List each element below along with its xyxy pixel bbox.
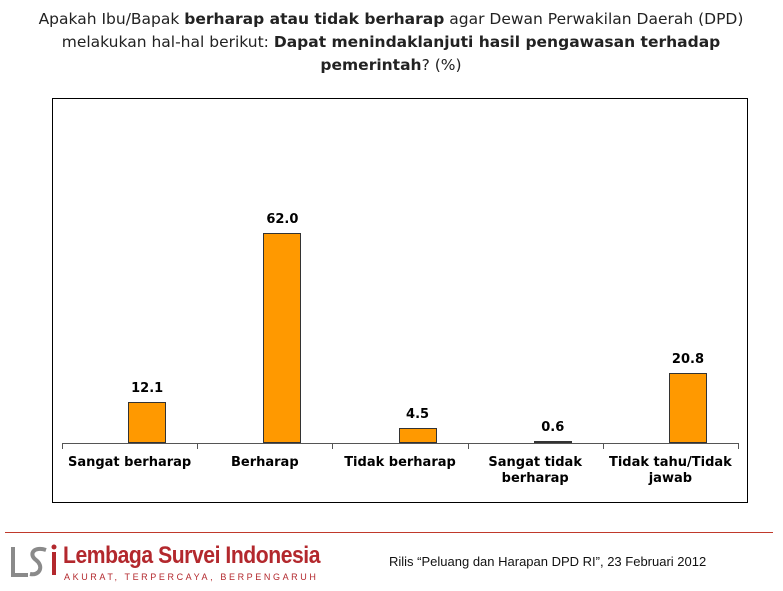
title-part: Dapat menindaklanjuti hasil pengawasan t… bbox=[273, 33, 721, 74]
logo-shape bbox=[51, 544, 57, 550]
x-tick bbox=[602, 443, 604, 449]
bar bbox=[263, 233, 302, 443]
x-tick bbox=[467, 443, 469, 449]
x-tick-label: Tidak berharap bbox=[344, 455, 456, 470]
x-tick-label: Tidak tahu/Tidak jawab bbox=[608, 455, 732, 486]
logo bbox=[11, 544, 57, 577]
tagline: AKURAT, TERPERCAYA, BERPENGARUH bbox=[64, 572, 319, 582]
organization: Lembaga Survei Indonesia bbox=[63, 542, 321, 569]
logo-shape bbox=[29, 547, 47, 577]
x-tick bbox=[62, 443, 63, 449]
value-label: 20.8 bbox=[671, 351, 704, 367]
title-part: agar Dewan Perwakilan Daerah (DPD) melak… bbox=[61, 10, 744, 51]
title-part: Apakah Ibu/Bapak bbox=[38, 10, 185, 28]
value-label: 0.6 bbox=[541, 419, 565, 435]
release-note: Rilis “Peluang dan Harapan DPD RI”, 23 F… bbox=[389, 554, 707, 569]
x-tick-label: Sangat tidak berharap bbox=[488, 455, 582, 486]
title-part: berharap atau tidak berharap bbox=[184, 10, 445, 28]
logo-shape bbox=[11, 547, 28, 577]
x-tick bbox=[197, 443, 199, 449]
plot-frame bbox=[52, 98, 748, 503]
chart-title: Apakah Ibu/Bapak berharap atau tidak ber… bbox=[30, 8, 752, 77]
bar bbox=[533, 440, 572, 443]
footer-rule bbox=[5, 532, 773, 533]
title-part: ? (%) bbox=[421, 56, 462, 74]
value-label: 12.1 bbox=[131, 381, 164, 397]
value-label: 62.0 bbox=[266, 212, 299, 227]
x-axis bbox=[62, 443, 738, 444]
x-tick bbox=[332, 443, 334, 449]
x-tick bbox=[738, 443, 739, 449]
value-label: 4.5 bbox=[406, 406, 430, 422]
x-tick-label: Sangat berharap bbox=[67, 455, 192, 470]
bar bbox=[128, 402, 167, 443]
bar bbox=[398, 427, 437, 443]
x-tick-label: Berharap bbox=[230, 455, 299, 470]
bar bbox=[668, 372, 707, 443]
